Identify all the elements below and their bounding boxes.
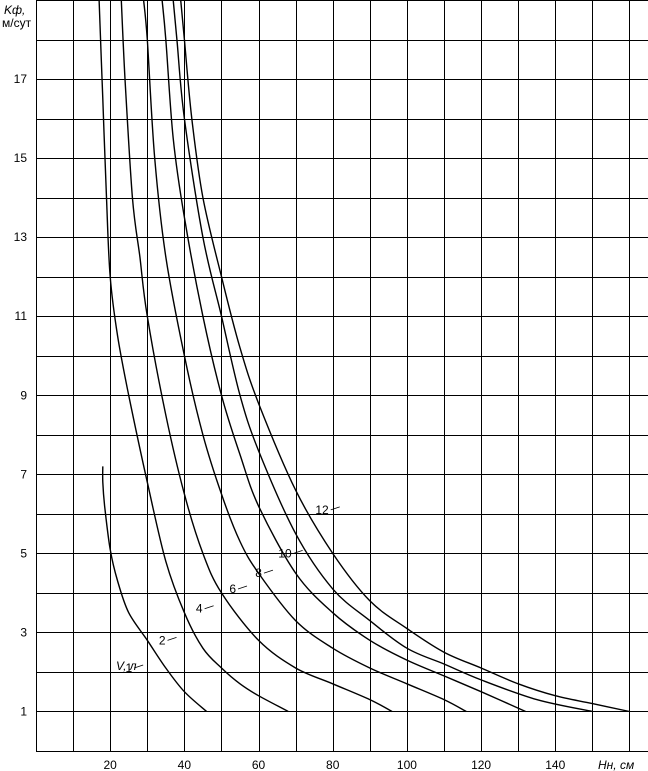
y-tick-label: 5	[20, 546, 27, 560]
series-curve-12	[180, 0, 630, 713]
y-tick-label: 1	[20, 704, 27, 718]
series-leader-12	[330, 506, 340, 511]
chart-grid	[36, 0, 648, 752]
series-label-1: 1	[125, 661, 132, 675]
x-tick-label: 100	[397, 758, 417, 771]
x-tick-label: 20	[104, 758, 118, 771]
series-curve-4	[120, 0, 393, 713]
series-leader-10	[293, 549, 303, 554]
series-label-8: 8	[255, 566, 262, 580]
series-leader-4	[204, 605, 214, 610]
y-tick-label: 7	[20, 467, 27, 481]
x-tick-label: 40	[178, 758, 192, 771]
series-curve-10	[172, 0, 593, 713]
y-axis-unit: м/сут	[2, 16, 32, 30]
series-label-6: 6	[229, 582, 236, 596]
chart-axis-labels: Kф, м/сут Hн, см V, л	[2, 3, 634, 771]
x-axis-label: Hн, см	[598, 758, 634, 771]
series-leader-6	[237, 585, 248, 590]
y-tick-label: 15	[14, 151, 28, 165]
x-tick-label: 120	[471, 758, 491, 771]
series-curve-2	[98, 0, 289, 713]
series-leader-1	[134, 664, 144, 669]
series-leader-8	[263, 569, 274, 574]
series-label-10: 10	[278, 546, 292, 560]
series-label-4: 4	[196, 602, 203, 616]
x-tick-label: 140	[545, 758, 565, 771]
series-label-12: 12	[315, 503, 329, 517]
series-curve-1	[101, 466, 208, 713]
series-curve-6	[142, 0, 467, 713]
x-tick-label: 60	[252, 758, 266, 771]
y-tick-label: 3	[20, 625, 27, 639]
y-tick-label: 17	[14, 72, 28, 86]
y-tick-label: 13	[14, 230, 28, 244]
y-tick-label: 11	[15, 309, 28, 323]
y-tick-label: 9	[20, 388, 27, 402]
series-leader-2	[167, 636, 177, 641]
series-curve-8	[161, 0, 526, 713]
y-axis-label: Kф,	[4, 3, 25, 17]
series-label-2: 2	[159, 633, 166, 647]
curve-legend-label: V, л	[116, 659, 137, 673]
x-tick-label: 80	[326, 758, 340, 771]
